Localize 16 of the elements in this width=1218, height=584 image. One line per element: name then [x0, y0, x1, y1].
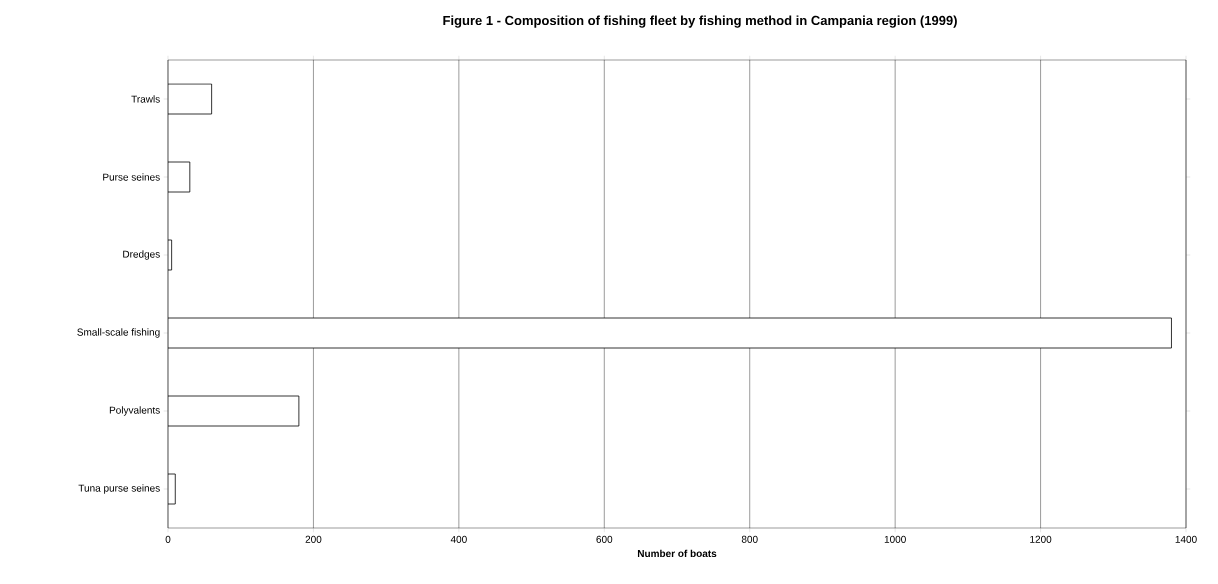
x-tick-label: 0	[165, 535, 171, 543]
y-tick-label: Dredges	[123, 250, 160, 260]
y-tick-label: Small-scale fishing	[77, 328, 160, 338]
x-tick-label: 400	[450, 535, 467, 543]
x-tick-label: 200	[305, 535, 322, 543]
x-tick-label: 1400	[1175, 535, 1197, 543]
chart-title: Figure 1 - Composition of fishing fleet by fishing method in Campania region (1999)	[443, 15, 957, 28]
x-axis-title: Number of boats	[637, 549, 717, 558]
y-tick-label: Trawls	[131, 95, 160, 103]
y-tick-label: Purse seines	[103, 173, 160, 181]
x-tick-label: 1200	[1030, 535, 1052, 543]
y-tick-label: Tuna purse seines	[78, 484, 160, 494]
x-tick-label: 600	[596, 535, 613, 543]
x-tick-label: 800	[741, 535, 758, 543]
x-tick-label: 1000	[884, 535, 906, 543]
y-tick-label: Polyvalents	[109, 406, 160, 416]
